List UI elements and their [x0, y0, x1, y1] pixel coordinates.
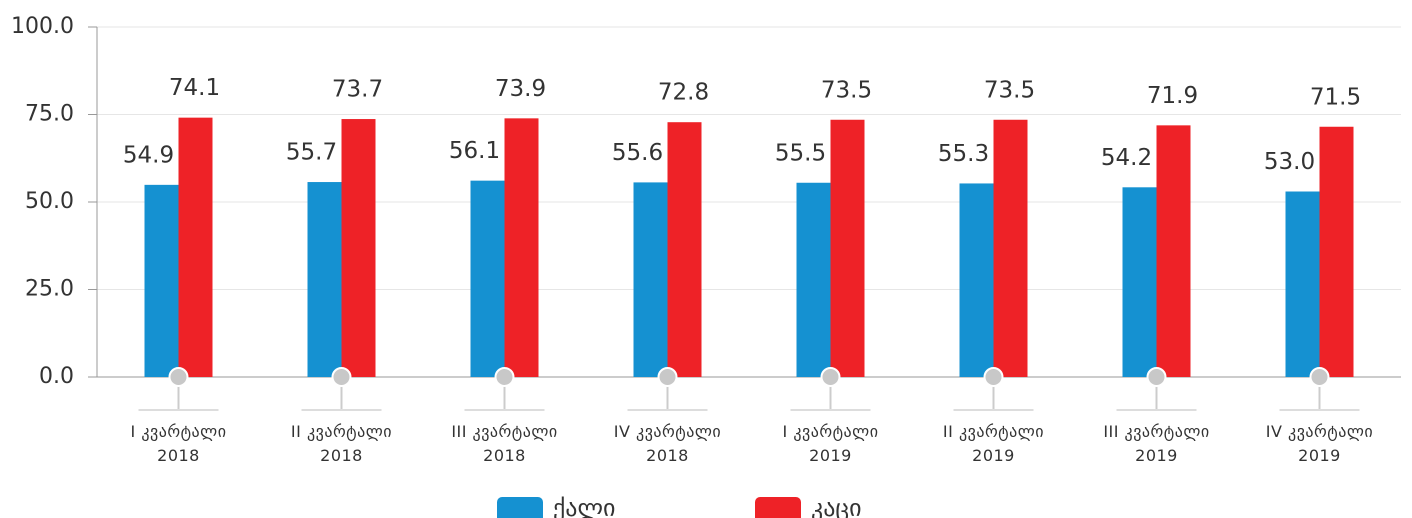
- bar: [993, 119, 1028, 377]
- x-tick-label: III კვარტალი 2018: [451, 422, 557, 465]
- x-tick-line: 2019: [1135, 446, 1178, 465]
- value-label: 53.0: [1264, 149, 1315, 175]
- value-label: 71.9: [1147, 83, 1198, 109]
- x-tick-line: 2018: [483, 446, 526, 465]
- value-label: 55.5: [775, 140, 826, 166]
- category-dot: [1309, 367, 1330, 387]
- legend-label: ქალი: [553, 494, 615, 518]
- category-dot: [168, 367, 189, 387]
- x-tick-line: 2018: [157, 446, 200, 465]
- x-tick-line: IV კვარტალი: [1266, 422, 1373, 441]
- x-tick-line: 2018: [646, 446, 689, 465]
- value-label: 73.5: [821, 77, 872, 103]
- x-tick-line: 2019: [809, 446, 852, 465]
- bar: [959, 183, 994, 377]
- x-tick-line: II კვარტალი: [943, 422, 1044, 441]
- value-label: 73.7: [332, 77, 383, 103]
- y-tick-label: 25.0: [25, 277, 74, 302]
- category-dot: [657, 367, 678, 387]
- x-tick-line: II კვარტალი: [291, 422, 392, 441]
- legend-swatch: [755, 497, 801, 518]
- category-dot: [983, 367, 1004, 387]
- bar: [144, 184, 179, 377]
- y-tick-label: 100.0: [11, 14, 74, 39]
- value-label: 74.1: [169, 75, 220, 101]
- value-label: 72.8: [658, 80, 709, 106]
- y-tick-label: 75.0: [25, 102, 74, 127]
- x-tick-line: 2019: [1298, 446, 1341, 465]
- category-dot: [1146, 367, 1167, 387]
- bar: [633, 182, 668, 377]
- value-label: 71.5: [1310, 84, 1361, 110]
- category-dot: [820, 367, 841, 387]
- value-label: 56.1: [449, 138, 500, 164]
- bar: [470, 180, 505, 377]
- y-tick-label: 50.0: [25, 189, 74, 214]
- bar: [178, 117, 213, 378]
- x-tick-label: II კვარტალი 2019: [943, 422, 1044, 465]
- bar: [504, 118, 539, 377]
- x-tick-line: I კვარტალი: [783, 422, 879, 441]
- x-tick-label: IV კვარტალი 2019: [1266, 422, 1373, 465]
- x-tick-label: I კვარტალი 2019: [783, 422, 879, 465]
- x-tick-line: III კვარტალი: [451, 422, 557, 441]
- x-tick-line: 2018: [320, 446, 363, 465]
- x-tick-label: I კვარტალი 2018: [131, 422, 227, 465]
- value-label: 55.6: [612, 140, 663, 166]
- bar: [1285, 191, 1320, 377]
- x-tick-line: 2019: [972, 446, 1015, 465]
- bar: [796, 182, 831, 377]
- x-tick-label: II კვარტალი 2018: [291, 422, 392, 465]
- x-tick-line: III კვარტალი: [1103, 422, 1209, 441]
- y-tick-label: 0.0: [39, 364, 74, 389]
- value-label: 54.2: [1101, 145, 1152, 171]
- value-label: 55.3: [938, 141, 989, 167]
- bar: [1319, 126, 1354, 377]
- bar: [341, 119, 376, 378]
- category-dot: [331, 367, 352, 387]
- value-label: 73.5: [984, 77, 1035, 103]
- value-label: 73.9: [495, 76, 546, 102]
- legend-label: კაცი: [811, 494, 862, 518]
- category-dot: [494, 367, 515, 387]
- value-label: 55.7: [286, 140, 337, 166]
- legend-swatch: [497, 497, 543, 518]
- bar: [307, 182, 342, 377]
- x-tick-line: I კვარტალი: [131, 422, 227, 441]
- x-tick-label: IV კვარტალი 2018: [614, 422, 721, 465]
- bar: [1122, 187, 1157, 377]
- bar: [667, 122, 702, 377]
- x-tick-line: IV კვარტალი: [614, 422, 721, 441]
- x-tick-label: III კვარტალი 2019: [1103, 422, 1209, 465]
- value-label: 54.9: [123, 142, 174, 168]
- bar: [1156, 125, 1191, 377]
- bar: [830, 119, 865, 377]
